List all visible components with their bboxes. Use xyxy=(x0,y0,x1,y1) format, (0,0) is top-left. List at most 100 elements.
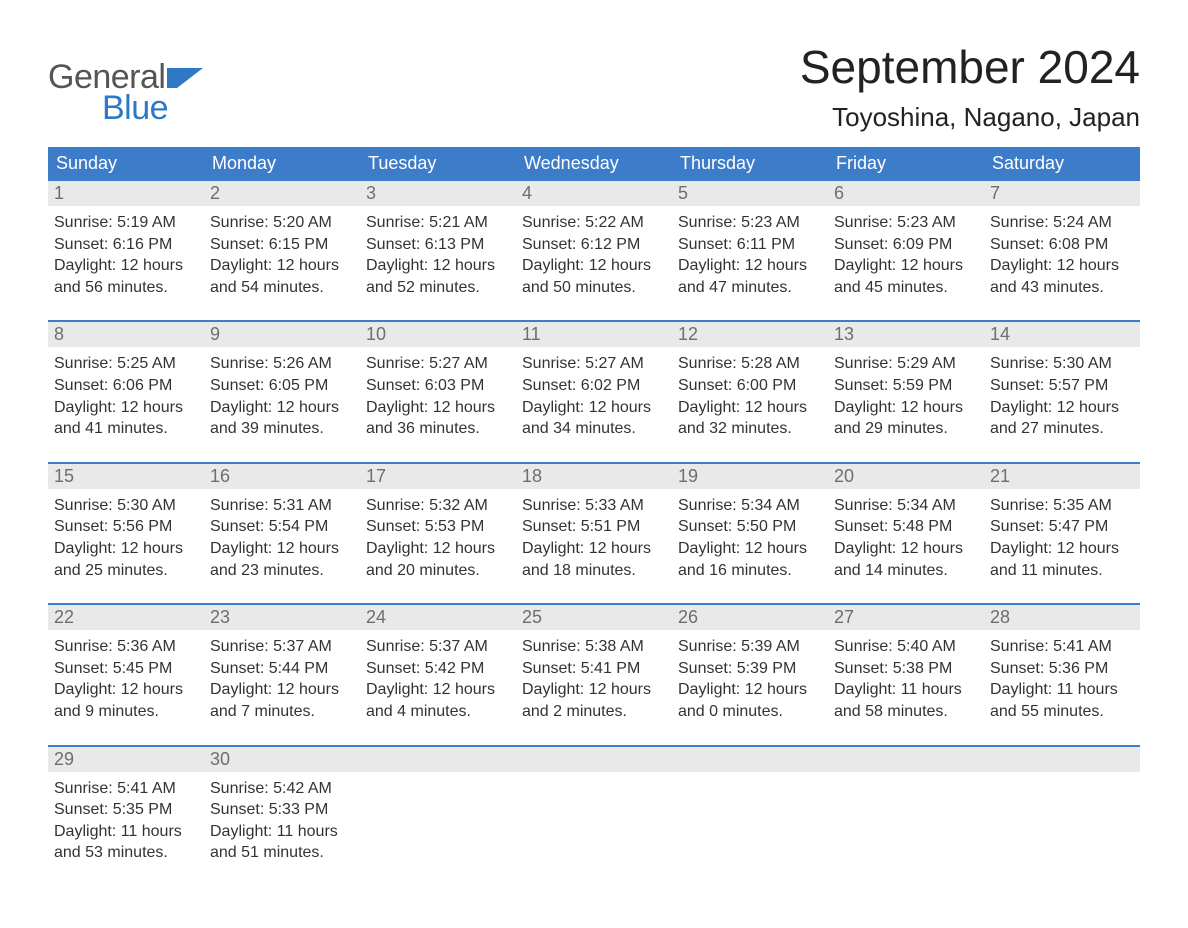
daylight-line1: Daylight: 12 hours xyxy=(990,397,1134,419)
sunrise-text: Sunrise: 5:23 AM xyxy=(834,212,978,234)
calendar-day: 2Sunrise: 5:20 AMSunset: 6:15 PMDaylight… xyxy=(204,181,360,302)
sunset-text: Sunset: 6:13 PM xyxy=(366,234,510,256)
calendar-day: 12Sunrise: 5:28 AMSunset: 6:00 PMDayligh… xyxy=(672,322,828,443)
day-body: Sunrise: 5:37 AMSunset: 5:42 PMDaylight:… xyxy=(360,630,516,726)
daylight-line2: and 55 minutes. xyxy=(990,701,1134,723)
day-number: 6 xyxy=(828,181,984,206)
sunset-text: Sunset: 6:05 PM xyxy=(210,375,354,397)
daylight-line1: Daylight: 11 hours xyxy=(54,821,198,843)
sunrise-text: Sunrise: 5:34 AM xyxy=(834,495,978,517)
day-body: Sunrise: 5:32 AMSunset: 5:53 PMDaylight:… xyxy=(360,489,516,585)
day-body: Sunrise: 5:35 AMSunset: 5:47 PMDaylight:… xyxy=(984,489,1140,585)
day-body: Sunrise: 5:34 AMSunset: 5:50 PMDaylight:… xyxy=(672,489,828,585)
daylight-line1: Daylight: 12 hours xyxy=(522,397,666,419)
day-number: 30 xyxy=(204,747,360,772)
logo-text-blue: Blue xyxy=(102,89,168,128)
calendar-day: 6Sunrise: 5:23 AMSunset: 6:09 PMDaylight… xyxy=(828,181,984,302)
day-number: 26 xyxy=(672,605,828,630)
sunrise-text: Sunrise: 5:41 AM xyxy=(990,636,1134,658)
daylight-line1: Daylight: 12 hours xyxy=(210,679,354,701)
calendar-day: 23Sunrise: 5:37 AMSunset: 5:44 PMDayligh… xyxy=(204,605,360,726)
day-body: Sunrise: 5:27 AMSunset: 6:02 PMDaylight:… xyxy=(516,347,672,443)
sunset-text: Sunset: 5:51 PM xyxy=(522,516,666,538)
day-number: 11 xyxy=(516,322,672,347)
day-number: 18 xyxy=(516,464,672,489)
daylight-line2: and 36 minutes. xyxy=(366,418,510,440)
calendar-day xyxy=(672,747,828,868)
day-number: 12 xyxy=(672,322,828,347)
calendar-day: 10Sunrise: 5:27 AMSunset: 6:03 PMDayligh… xyxy=(360,322,516,443)
daylight-line2: and 11 minutes. xyxy=(990,560,1134,582)
daylight-line2: and 14 minutes. xyxy=(834,560,978,582)
daylight-line1: Daylight: 12 hours xyxy=(678,255,822,277)
daylight-line2: and 4 minutes. xyxy=(366,701,510,723)
sunrise-text: Sunrise: 5:27 AM xyxy=(366,353,510,375)
daylight-line2: and 51 minutes. xyxy=(210,842,354,864)
sunset-text: Sunset: 6:09 PM xyxy=(834,234,978,256)
day-header: Thursday xyxy=(672,147,828,181)
day-number: 29 xyxy=(48,747,204,772)
daylight-line2: and 53 minutes. xyxy=(54,842,198,864)
calendar-day: 15Sunrise: 5:30 AMSunset: 5:56 PMDayligh… xyxy=(48,464,204,585)
sunrise-text: Sunrise: 5:35 AM xyxy=(990,495,1134,517)
sunrise-text: Sunrise: 5:25 AM xyxy=(54,353,198,375)
day-body: Sunrise: 5:28 AMSunset: 6:00 PMDaylight:… xyxy=(672,347,828,443)
daylight-line2: and 41 minutes. xyxy=(54,418,198,440)
sunset-text: Sunset: 6:00 PM xyxy=(678,375,822,397)
calendar-day: 17Sunrise: 5:32 AMSunset: 5:53 PMDayligh… xyxy=(360,464,516,585)
daylight-line2: and 50 minutes. xyxy=(522,277,666,299)
day-body: Sunrise: 5:37 AMSunset: 5:44 PMDaylight:… xyxy=(204,630,360,726)
day-body: Sunrise: 5:23 AMSunset: 6:09 PMDaylight:… xyxy=(828,206,984,302)
daylight-line2: and 29 minutes. xyxy=(834,418,978,440)
day-header: Sunday xyxy=(48,147,204,181)
sunset-text: Sunset: 6:02 PM xyxy=(522,375,666,397)
calendar-day xyxy=(984,747,1140,868)
sunrise-text: Sunrise: 5:40 AM xyxy=(834,636,978,658)
sunrise-text: Sunrise: 5:26 AM xyxy=(210,353,354,375)
sunset-text: Sunset: 5:50 PM xyxy=(678,516,822,538)
daylight-line1: Daylight: 12 hours xyxy=(834,538,978,560)
calendar-day: 20Sunrise: 5:34 AMSunset: 5:48 PMDayligh… xyxy=(828,464,984,585)
day-number: 21 xyxy=(984,464,1140,489)
day-number xyxy=(828,747,984,772)
day-number: 2 xyxy=(204,181,360,206)
calendar-day: 19Sunrise: 5:34 AMSunset: 5:50 PMDayligh… xyxy=(672,464,828,585)
day-body: Sunrise: 5:23 AMSunset: 6:11 PMDaylight:… xyxy=(672,206,828,302)
day-body: Sunrise: 5:27 AMSunset: 6:03 PMDaylight:… xyxy=(360,347,516,443)
calendar-week: 22Sunrise: 5:36 AMSunset: 5:45 PMDayligh… xyxy=(48,603,1140,726)
daylight-line2: and 43 minutes. xyxy=(990,277,1134,299)
calendar-day: 28Sunrise: 5:41 AMSunset: 5:36 PMDayligh… xyxy=(984,605,1140,726)
day-header: Monday xyxy=(204,147,360,181)
sunrise-text: Sunrise: 5:20 AM xyxy=(210,212,354,234)
sunrise-text: Sunrise: 5:30 AM xyxy=(54,495,198,517)
calendar-day: 11Sunrise: 5:27 AMSunset: 6:02 PMDayligh… xyxy=(516,322,672,443)
sunrise-text: Sunrise: 5:34 AM xyxy=(678,495,822,517)
calendar-day: 18Sunrise: 5:33 AMSunset: 5:51 PMDayligh… xyxy=(516,464,672,585)
day-number: 9 xyxy=(204,322,360,347)
sunset-text: Sunset: 5:39 PM xyxy=(678,658,822,680)
daylight-line2: and 7 minutes. xyxy=(210,701,354,723)
day-body: Sunrise: 5:24 AMSunset: 6:08 PMDaylight:… xyxy=(984,206,1140,302)
calendar-day: 8Sunrise: 5:25 AMSunset: 6:06 PMDaylight… xyxy=(48,322,204,443)
sunrise-text: Sunrise: 5:41 AM xyxy=(54,778,198,800)
daylight-line1: Daylight: 12 hours xyxy=(210,397,354,419)
sunrise-text: Sunrise: 5:36 AM xyxy=(54,636,198,658)
daylight-line2: and 34 minutes. xyxy=(522,418,666,440)
sunrise-text: Sunrise: 5:28 AM xyxy=(678,353,822,375)
flag-icon xyxy=(167,66,203,93)
daylight-line1: Daylight: 12 hours xyxy=(522,679,666,701)
day-number: 15 xyxy=(48,464,204,489)
day-number xyxy=(516,747,672,772)
day-number: 20 xyxy=(828,464,984,489)
day-number: 3 xyxy=(360,181,516,206)
calendar-day: 5Sunrise: 5:23 AMSunset: 6:11 PMDaylight… xyxy=(672,181,828,302)
sunset-text: Sunset: 5:35 PM xyxy=(54,799,198,821)
day-number: 10 xyxy=(360,322,516,347)
daylight-line1: Daylight: 11 hours xyxy=(834,679,978,701)
sunrise-text: Sunrise: 5:31 AM xyxy=(210,495,354,517)
daylight-line1: Daylight: 12 hours xyxy=(678,538,822,560)
day-number xyxy=(672,747,828,772)
day-number: 7 xyxy=(984,181,1140,206)
daylight-line2: and 2 minutes. xyxy=(522,701,666,723)
sunrise-text: Sunrise: 5:27 AM xyxy=(522,353,666,375)
